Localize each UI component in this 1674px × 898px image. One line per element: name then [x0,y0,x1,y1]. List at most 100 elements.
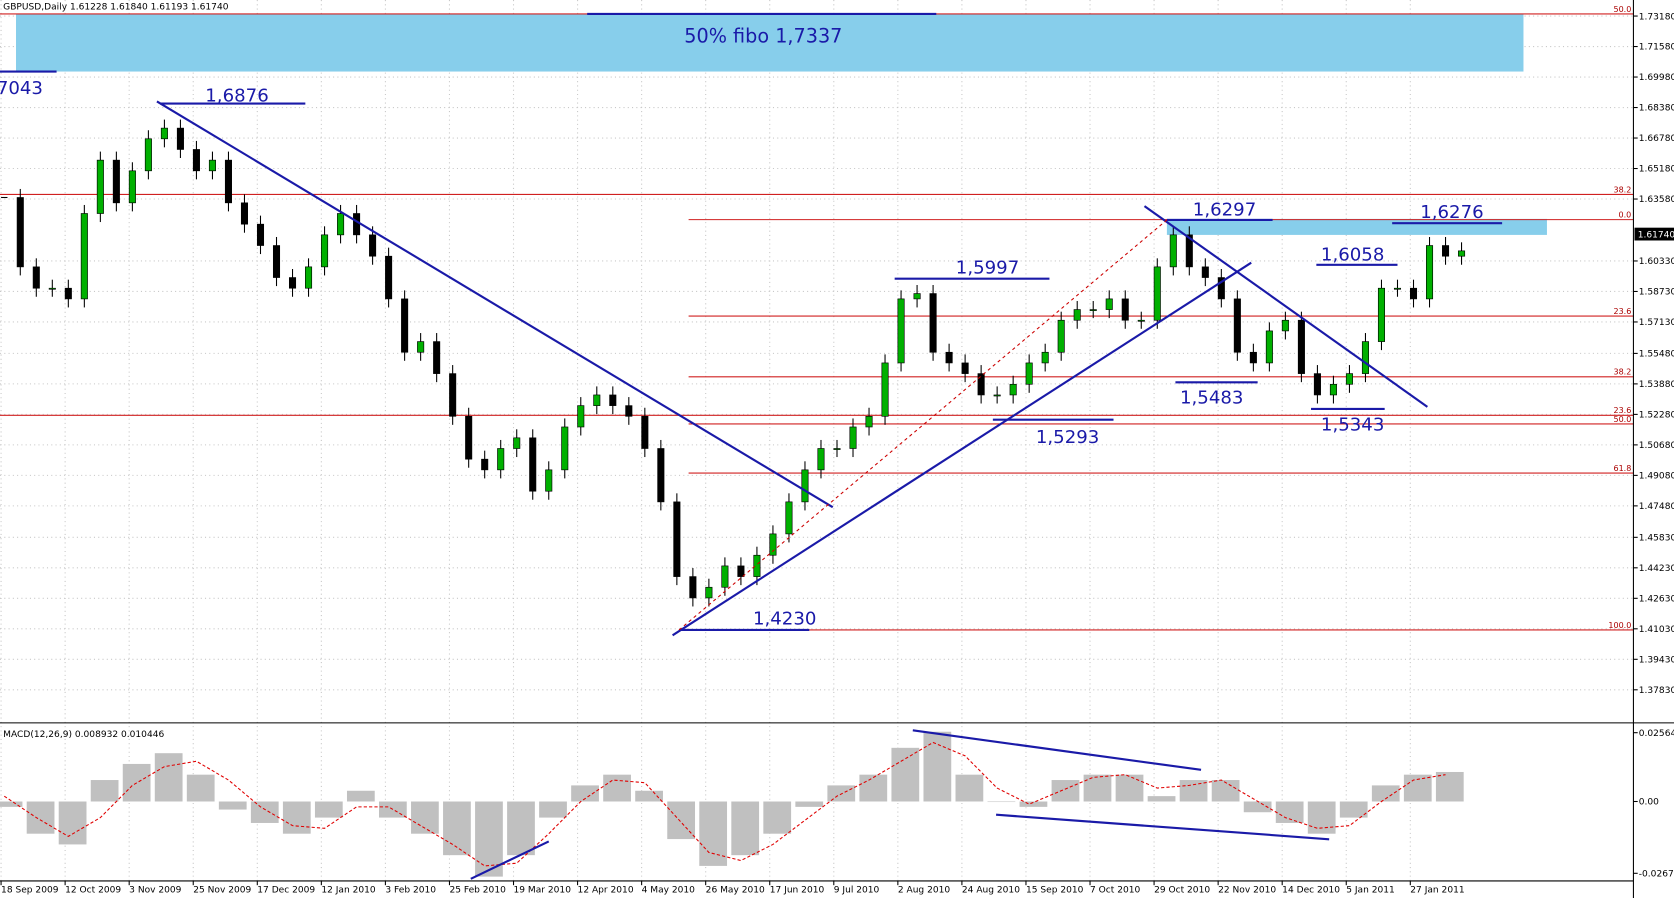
candle [929,293,937,353]
candle [1458,250,1466,257]
x-tick-label: 12 Apr 2010 [578,886,634,896]
candle [497,448,505,471]
candle [481,458,489,471]
macd-bar [795,801,824,807]
candle [1009,383,1017,396]
fib-label: 23.6 [1613,406,1631,415]
macd-bar [1435,771,1464,802]
candle [545,469,553,492]
macd-bar [1371,785,1400,802]
x-tick-label: 4 May 2010 [642,886,696,896]
fib-label: 50.0 [1613,5,1631,14]
x-tick-label: 3 Nov 2009 [129,886,182,896]
last-price-box [1634,227,1674,241]
candle [1025,362,1033,385]
candle [961,362,969,374]
macd-bar [1179,780,1208,802]
x-tick-label: 5 Jan 2011 [1346,886,1395,896]
x-tick-label: 26 May 2010 [706,886,765,896]
candle [945,351,953,364]
macd-bar [699,801,728,866]
annotation: 1,6276 [1420,202,1483,223]
candle [1442,245,1450,257]
candle [240,202,249,225]
macd-bar [26,801,55,834]
y-tick-label: 1.63580 [1639,195,1674,205]
macd-bar [635,790,663,802]
candle [529,437,537,492]
x-tick-label: 25 Nov 2009 [193,886,251,896]
candle [16,197,24,268]
candle [160,127,168,140]
annotation: 1,5293 [1036,427,1099,448]
y-tick-label: 1.65180 [1639,165,1674,175]
macd-bar [1403,774,1432,802]
annotation: 1,6058 [1321,245,1384,266]
y2-tick-label: -0.02676 [1639,870,1674,880]
candle [833,448,841,450]
annotation: 1,5997 [956,257,1019,278]
fib-label: 38.2 [1613,368,1631,377]
y-tick-label: 1.45830 [1639,534,1674,544]
candle [897,298,905,364]
x-tick-label: 19 Mar 2010 [514,886,572,896]
trendline [1143,205,1429,408]
candle [625,405,633,417]
candle [1105,298,1113,310]
candle [513,437,521,449]
macd-bar [1083,774,1112,802]
macd-bar [891,747,920,802]
macd-title: MACD(12,26,9) 0.008932 0.010446 [3,730,164,740]
x-tick-label: 17 Dec 2009 [257,886,315,896]
y-tick-label: 1.57130 [1639,318,1674,328]
x-tick-label: 18 Sep 2009 [1,886,59,896]
y-tick-label: 1.42630 [1639,595,1674,605]
macd-bar [186,774,215,802]
macd-bar [1115,774,1144,802]
y-tick-label: 1.68380 [1639,104,1674,114]
candle [1281,319,1289,332]
x-tick-label: 15 Sep 2010 [1026,886,1084,896]
macd-bar [1019,801,1048,807]
candle [881,362,889,417]
candle [1089,309,1097,311]
macd-bar [1147,796,1176,802]
candle [401,298,409,353]
y-tick-label: 1.47480 [1639,502,1674,512]
candle [1233,298,1241,353]
candle [785,501,793,535]
macd-bar [378,801,407,818]
y-tick-label: 1.50680 [1639,441,1674,451]
candle [80,213,88,300]
macd-bar [1211,780,1240,802]
candle [609,394,617,406]
candle [1057,319,1065,353]
annotation: 50% fibo 1,7337 [684,25,842,48]
y-tick-label: 1.73180 [1639,12,1674,22]
fib-label: 0.0 [1619,210,1632,219]
x-tick-label: 14 Dec 2010 [1282,886,1340,896]
candle [1169,234,1177,268]
candle [1249,351,1257,364]
candle [561,426,569,471]
annotations: 50% fibo 1,7337 7043 1,6876 1,6297 1,5997 1,6… [0,25,1484,630]
y2-tick-label: 0.025642 [1639,729,1674,739]
candle [1329,383,1337,396]
macd-bar [731,801,760,856]
candle [657,448,665,503]
candle [705,586,713,599]
candle [1137,319,1145,322]
annotation: 1,6297 [1193,200,1256,221]
candle [577,405,585,428]
macd-bar [218,801,247,810]
candle [112,159,120,204]
candle [1313,373,1321,396]
annotation: 1,6876 [205,85,268,106]
trendline [156,100,834,509]
candle [128,170,136,204]
candle [913,293,921,300]
